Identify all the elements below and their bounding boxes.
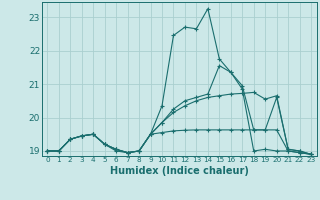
X-axis label: Humidex (Indice chaleur): Humidex (Indice chaleur) [110, 166, 249, 176]
